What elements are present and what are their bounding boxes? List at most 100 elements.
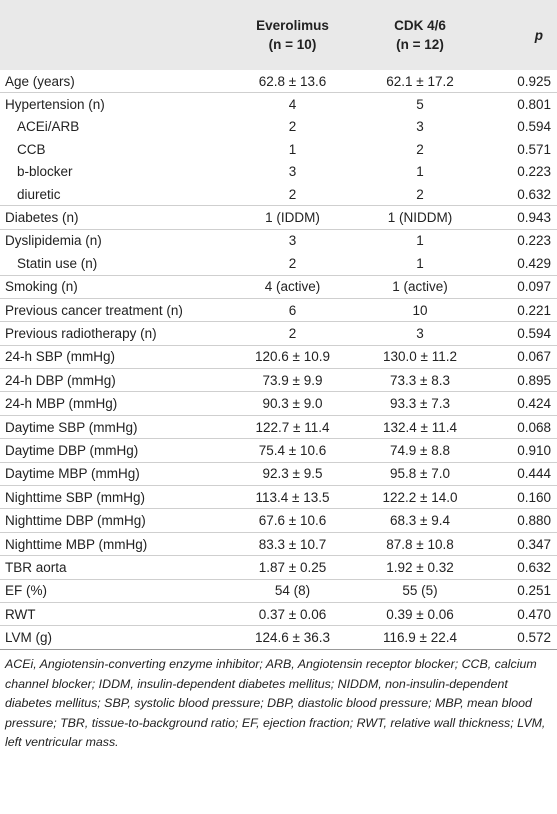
row-label: Nighttime DBP (mmHg) <box>0 508 225 533</box>
table-cell: 2 <box>416 141 424 157</box>
row-label: 24-h SBP (mmHg) <box>0 345 225 370</box>
table-cell: 62.8 ± 13.6 <box>225 70 360 94</box>
table-cell: 0.223 <box>517 233 551 249</box>
table-cell: 4 <box>288 97 297 113</box>
table-cell: 113.4 ± 13.5 <box>225 485 360 510</box>
row-label: diuretic <box>0 182 225 207</box>
row-label: Previous cancer treatment (n) <box>0 298 225 323</box>
table-row: Dyslipidemia (n) 3 1 0.223 <box>0 229 557 252</box>
table-cell: 122.2 ± 14.0 <box>360 485 480 510</box>
header-text: Everolimus <box>256 18 329 33</box>
row-label: CCB <box>17 141 46 157</box>
table-cell: 120.6 ± 10.9 <box>225 345 360 370</box>
table-cell: 1 <box>416 164 424 180</box>
table-cell: 75.4 ± 10.6 <box>225 438 360 463</box>
row-label: Daytime SBP (mmHg) <box>0 415 225 440</box>
table-cell: 0.067 <box>480 345 557 370</box>
table-cell: 1.92 ± 0.32 <box>360 555 480 580</box>
header-cell: Everolimus (n = 10) <box>225 0 360 70</box>
table-cell: 0.223 <box>517 164 551 180</box>
table-cell: 3 <box>360 321 480 346</box>
table-cell: 1 (active) <box>360 275 480 299</box>
table-row: Daytime DBP (mmHg) 75.4 ± 10.6 74.9 ± 8.8 0… <box>0 438 557 463</box>
header-text: (n = 12) <box>396 37 444 52</box>
table-cell: 93.3 ± 7.3 <box>360 391 480 416</box>
table-cell: 5 <box>416 97 424 113</box>
table-cell: 1 (NIDDM) <box>360 205 480 230</box>
table-cell: 3 <box>288 233 297 249</box>
table-row: Hypertension (n) 4 5 0.801 <box>0 93 557 116</box>
table-row: RWT 0.37 ± 0.06 0.39 ± 0.06 0.470 <box>0 602 557 627</box>
table-cell: 1 <box>288 141 297 157</box>
table-cell: 0.880 <box>480 508 557 533</box>
table-row: Nighttime MBP (mmHg) 83.3 ± 10.7 87.8 ± 10… <box>0 532 557 557</box>
table-cell: 0.594 <box>517 119 551 135</box>
table-cell: 0.895 <box>480 368 557 393</box>
table-row: 24-h MBP (mmHg) 90.3 ± 9.0 93.3 ± 7.3 0.424 <box>0 391 557 416</box>
table-cell: 68.3 ± 9.4 <box>360 508 480 533</box>
table-cell: 0.594 <box>480 321 557 346</box>
table-cell: 0.221 <box>480 298 557 323</box>
row-label: 24-h MBP (mmHg) <box>0 391 225 416</box>
row-label: b-blocker <box>17 164 73 180</box>
row-label: Diabetes (n) <box>0 205 225 230</box>
table-cell: 0.097 <box>480 275 557 299</box>
table-cell: 0.347 <box>480 532 557 557</box>
table-cell: 73.9 ± 9.9 <box>225 368 360 393</box>
table-row: 24-h DBP (mmHg) 73.9 ± 9.9 73.3 ± 8.3 0.895 <box>0 368 557 393</box>
row-label: Previous radiotherapy (n) <box>0 321 225 346</box>
table-row: Statin use (n) 2 1 0.429 <box>0 252 557 276</box>
table-cell: 92.3 ± 9.5 <box>225 462 360 487</box>
row-label: LVM (g) <box>0 625 225 650</box>
header-cell: p <box>480 0 557 70</box>
table-row: TBR aorta 1.87 ± 0.25 1.92 ± 0.32 0.632 <box>0 555 557 580</box>
row-label: Statin use (n) <box>0 252 225 276</box>
data-table: Everolimus (n = 10) CDK 4/6 (n = 12) p Age… <box>0 0 557 650</box>
row-label: ACEi/ARB <box>17 119 80 135</box>
row-label: Nighttime SBP (mmHg) <box>0 485 225 510</box>
table-cell: 1.87 ± 0.25 <box>225 555 360 580</box>
table-cell: 67.6 ± 10.6 <box>225 508 360 533</box>
row-label: EF (%) <box>0 579 225 603</box>
table-cell: 2 <box>225 321 360 346</box>
header-cell: CDK 4/6 (n = 12) <box>360 0 480 70</box>
table-cell: 0.910 <box>480 438 557 463</box>
table-cell: 90.3 ± 9.0 <box>225 391 360 416</box>
table-cell: 87.8 ± 10.8 <box>360 532 480 557</box>
table-row: Previous radiotherapy (n) 2 3 0.594 <box>0 321 557 346</box>
table-row: Nighttime SBP (mmHg) 113.4 ± 13.5 122.2 ± … <box>0 485 557 510</box>
table-cell: 130.0 ± 11.2 <box>360 345 480 370</box>
table-cell: 1 <box>360 252 480 276</box>
table-cell: 2 <box>360 182 480 207</box>
table-cell: 132.4 ± 11.4 <box>360 415 480 440</box>
table-cell: 74.9 ± 8.8 <box>360 438 480 463</box>
table-cell: 3 <box>416 119 424 135</box>
footnote: ACEi, Angiotensin-converting enzyme inhi… <box>5 657 546 749</box>
table-cell: 4 (active) <box>225 275 360 299</box>
row-label: Hypertension (n) <box>5 97 105 113</box>
table-cell: 73.3 ± 8.3 <box>360 368 480 393</box>
table-cell: 0.943 <box>480 205 557 230</box>
table-header: Everolimus (n = 10) CDK 4/6 (n = 12) p <box>0 0 557 70</box>
row-label: RWT <box>0 602 225 627</box>
row-label: Daytime DBP (mmHg) <box>0 438 225 463</box>
table-cell: 10 <box>360 298 480 323</box>
table-row: CCB 1 2 0.571 <box>0 138 557 160</box>
row-label: Smoking (n) <box>0 275 225 299</box>
table-cell: 0.160 <box>480 485 557 510</box>
table-row: Age (years) 62.8 ± 13.6 62.1 ± 17.2 0.925 <box>0 70 557 94</box>
table-row: diuretic 2 2 0.632 <box>0 182 557 207</box>
row-label: Age (years) <box>0 70 225 94</box>
table-cell: 55 (5) <box>360 579 480 603</box>
header-text: CDK 4/6 <box>394 18 446 33</box>
table-cell: 0.801 <box>517 97 551 113</box>
table-cell: 0.37 ± 0.06 <box>225 602 360 627</box>
table-cell: 124.6 ± 36.3 <box>225 625 360 650</box>
table-row: EF (%) 54 (8) 55 (5) 0.251 <box>0 579 557 603</box>
table-cell: 1 (IDDM) <box>225 205 360 230</box>
table-cell: 0.068 <box>480 415 557 440</box>
table-cell: 0.572 <box>480 625 557 650</box>
table-cell: 116.9 ± 22.4 <box>360 625 480 650</box>
table-cell: 0.424 <box>480 391 557 416</box>
table-row: b-blocker 3 1 0.223 <box>0 161 557 183</box>
